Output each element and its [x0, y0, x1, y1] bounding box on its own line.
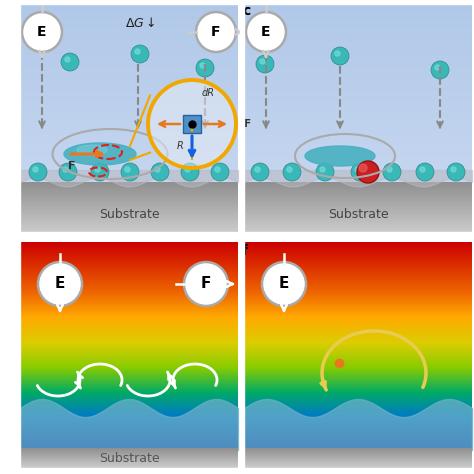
Text: dR: dR	[202, 88, 215, 98]
Text: $\Delta G\downarrow$: $\Delta G\downarrow$	[125, 16, 155, 30]
Circle shape	[320, 167, 325, 172]
Text: c: c	[242, 4, 250, 18]
Circle shape	[148, 80, 236, 168]
Circle shape	[211, 163, 229, 181]
Text: F: F	[244, 119, 251, 129]
Ellipse shape	[305, 146, 375, 166]
Circle shape	[351, 163, 369, 181]
Circle shape	[435, 65, 440, 70]
Ellipse shape	[64, 143, 136, 165]
Circle shape	[125, 167, 130, 172]
Circle shape	[91, 163, 109, 181]
Circle shape	[260, 59, 265, 64]
Circle shape	[246, 12, 286, 52]
Circle shape	[121, 163, 139, 181]
Text: e: e	[3, 244, 12, 258]
Text: E: E	[279, 276, 289, 292]
Circle shape	[251, 163, 269, 181]
Circle shape	[283, 163, 301, 181]
Circle shape	[61, 53, 79, 71]
Circle shape	[331, 47, 349, 65]
Text: E: E	[261, 25, 271, 39]
Circle shape	[196, 12, 236, 52]
Circle shape	[357, 161, 379, 183]
Circle shape	[255, 167, 260, 172]
Text: R: R	[177, 141, 183, 151]
Circle shape	[65, 57, 70, 62]
Circle shape	[359, 164, 367, 172]
Circle shape	[287, 167, 292, 172]
Circle shape	[155, 167, 160, 172]
Circle shape	[181, 163, 199, 181]
Circle shape	[387, 167, 392, 172]
Circle shape	[200, 63, 205, 68]
Circle shape	[185, 167, 190, 172]
Circle shape	[131, 45, 149, 63]
Text: b: b	[3, 4, 13, 18]
Text: Substrate: Substrate	[328, 208, 388, 220]
Circle shape	[416, 163, 434, 181]
Circle shape	[95, 167, 100, 172]
Circle shape	[256, 55, 274, 73]
Circle shape	[420, 167, 425, 172]
Circle shape	[63, 167, 68, 172]
Circle shape	[135, 49, 140, 54]
Text: F: F	[68, 161, 76, 171]
Circle shape	[335, 51, 340, 56]
Text: F: F	[211, 25, 221, 39]
Text: F: F	[201, 276, 211, 292]
Text: Substrate: Substrate	[99, 452, 159, 465]
Circle shape	[431, 61, 449, 79]
Text: Substrate: Substrate	[99, 208, 159, 220]
Circle shape	[451, 167, 456, 172]
Circle shape	[262, 262, 306, 306]
Circle shape	[38, 262, 82, 306]
Circle shape	[22, 12, 62, 52]
Ellipse shape	[77, 145, 107, 155]
Circle shape	[184, 262, 228, 306]
Circle shape	[33, 167, 38, 172]
Bar	[183, 115, 201, 133]
Circle shape	[196, 59, 214, 77]
Circle shape	[29, 163, 47, 181]
Circle shape	[215, 167, 220, 172]
Circle shape	[355, 167, 360, 172]
Text: E: E	[55, 276, 65, 292]
Circle shape	[151, 163, 169, 181]
Circle shape	[447, 163, 465, 181]
Text: E: E	[37, 25, 47, 39]
Circle shape	[383, 163, 401, 181]
Circle shape	[59, 163, 77, 181]
Text: f: f	[242, 244, 248, 258]
Circle shape	[316, 163, 334, 181]
